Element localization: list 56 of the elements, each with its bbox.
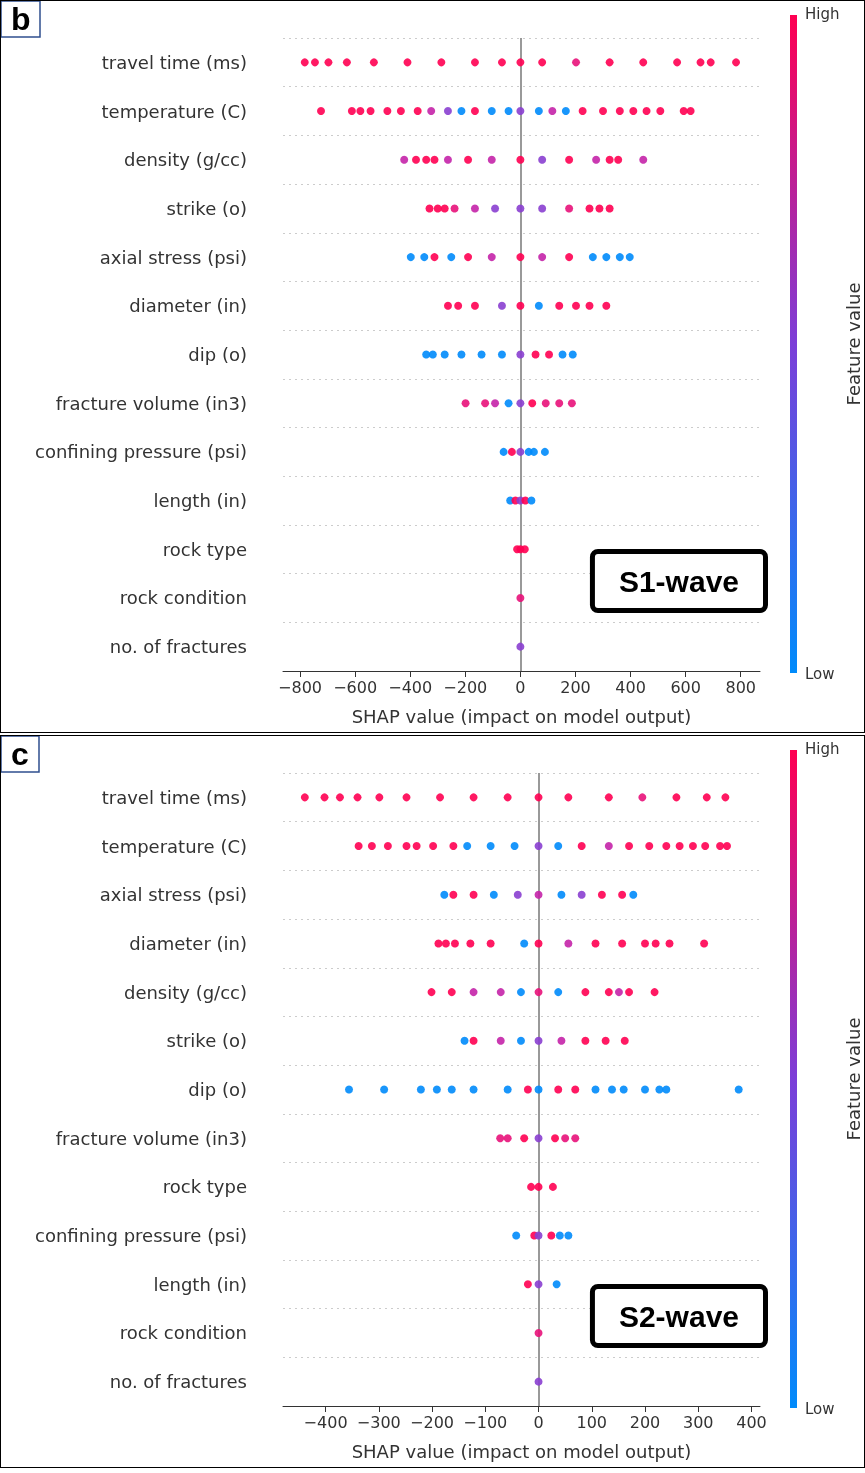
y-tick-label: axial stress (psi)	[99, 246, 247, 268]
y-tick-label: length (in)	[153, 490, 247, 512]
y-tick-label: no. of fractures	[109, 1371, 247, 1393]
y-tick-label: dip (o)	[188, 344, 247, 365]
y-tick-label: travel time (ms)	[101, 51, 247, 73]
x-tick-label: 100	[576, 1412, 608, 1432]
x-tick-label: −400	[303, 1412, 348, 1432]
x-tick-label: −800	[278, 677, 323, 697]
x-tick-label: 600	[670, 677, 701, 697]
x-tick-label: 0	[533, 1412, 544, 1432]
y-tick-label: no. of fractures	[109, 636, 247, 658]
x-tick-label: −600	[333, 677, 378, 697]
y-tick-label: fracture volume (in3)	[55, 1127, 247, 1149]
x-tick-label: 400	[615, 677, 646, 697]
y-tick-label: diameter (in)	[129, 295, 247, 317]
y-tick-label: confining pressure (psi)	[35, 1225, 247, 1247]
annotation: S2-wave	[618, 1299, 739, 1333]
x-axis-title: SHAP value (impact on model output)	[351, 705, 692, 727]
y-tick-label: rock type	[162, 538, 247, 560]
x-axis-title: SHAP value (impact on model output)	[351, 1440, 692, 1462]
x-tick-label: 300	[682, 1412, 714, 1432]
y-tick-label: temperature (C)	[101, 100, 247, 122]
text: High	[805, 5, 840, 23]
y-tick-label: fracture volume (in3)	[55, 392, 247, 414]
x-tick-label: −200	[443, 677, 488, 697]
x-tick-label: 400	[736, 1412, 767, 1432]
color-bar-title: Feature value	[842, 1017, 864, 1141]
y-tick-label: density (g/cc)	[123, 149, 247, 171]
y-tick-label: dip (o)	[188, 1079, 247, 1100]
x-tick-label: 800	[725, 677, 756, 697]
y-tick-label: axial stress (psi)	[99, 884, 247, 906]
y-tick-label: strike (o)	[166, 1030, 247, 1052]
y-tick-label: density (g/cc)	[123, 981, 247, 1003]
y-tick-label: confining pressure (psi)	[35, 441, 247, 463]
y-tick-label: rock condition	[119, 1322, 247, 1344]
x-tick-label: −300	[356, 1412, 401, 1432]
text: c	[11, 736, 29, 772]
annotation: S1-wave	[618, 564, 739, 598]
x-tick-label: −200	[410, 1412, 455, 1432]
y-tick-label: rock type	[162, 1176, 247, 1198]
x-tick-label: −100	[463, 1412, 508, 1432]
x-tick-label: 0	[515, 677, 526, 697]
text: Low	[805, 665, 835, 683]
x-tick-label: 200	[560, 677, 591, 697]
y-tick-label: travel time (ms)	[101, 786, 247, 808]
y-tick-label: length (in)	[153, 1273, 247, 1295]
y-tick-label: rock condition	[119, 587, 247, 609]
y-tick-label: temperature (C)	[101, 835, 247, 857]
text: b	[11, 1, 31, 37]
y-tick-label: strike (o)	[166, 197, 247, 219]
text: High	[805, 740, 840, 758]
text: Low	[805, 1400, 835, 1418]
color-bar-title: Feature value	[842, 282, 864, 406]
x-tick-label: −400	[388, 677, 433, 697]
x-tick-label: 200	[629, 1412, 661, 1432]
y-tick-label: diameter (in)	[129, 932, 247, 954]
